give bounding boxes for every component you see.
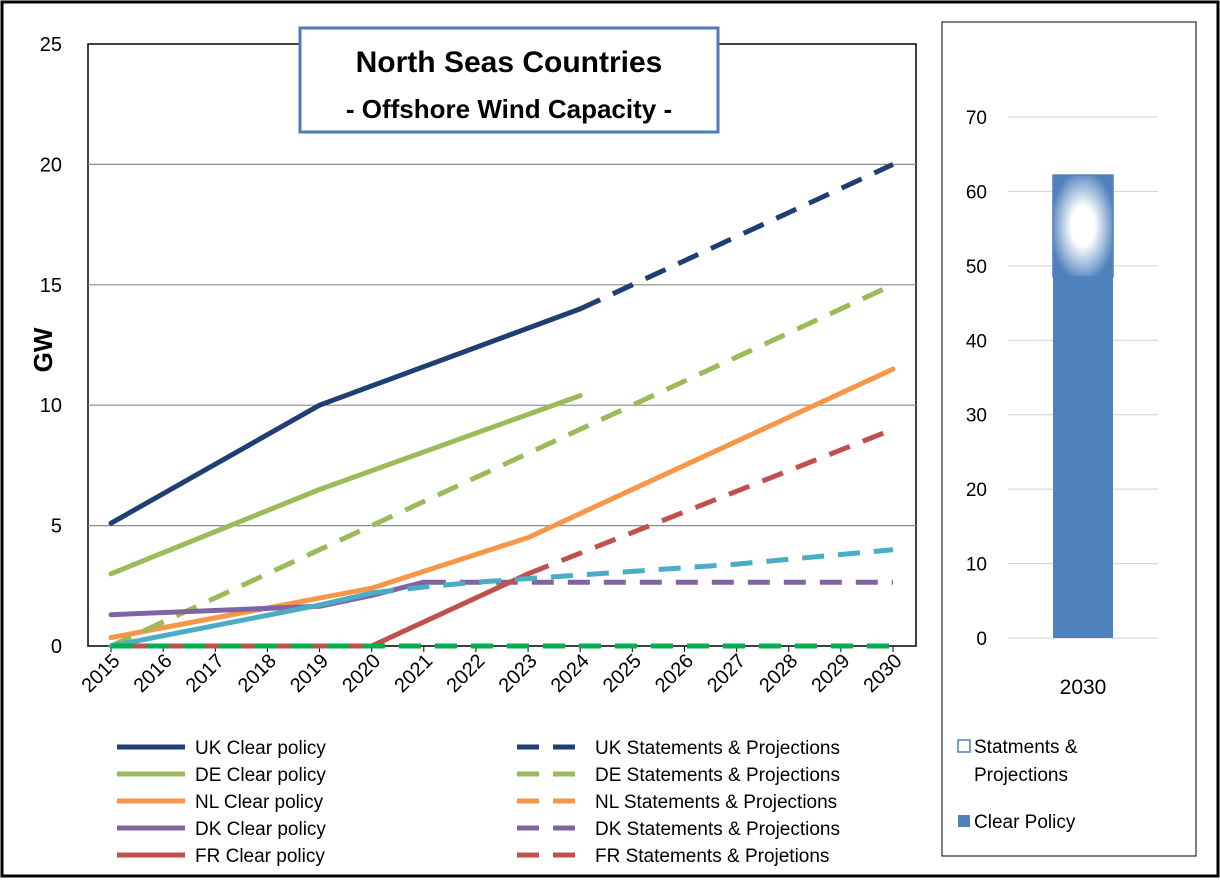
- y-tick-label: 20: [40, 154, 62, 176]
- legend-label: NL Statements & Projections: [595, 792, 837, 813]
- series-line-uk-statements-and-projections: [579, 162, 895, 312]
- legend-label: FR Statements & Projetions: [595, 846, 829, 867]
- series-line-de-clear-policy: [108, 393, 583, 577]
- legend-label: DK Statements & Projections: [595, 819, 840, 840]
- bar-legend-label-clear-policy: Clear Policy: [974, 812, 1076, 833]
- bar-y-tick-label: 40: [966, 331, 987, 352]
- series-line-fr-statements-and-projetions: [527, 426, 894, 577]
- series-line-uk-clear-policy: [108, 306, 583, 526]
- line-legend: UK Clear policy UK Statements & Projectio…: [117, 738, 840, 867]
- y-tick-label: 5: [51, 516, 62, 538]
- bar-x-tick-label: 2030: [1060, 676, 1107, 699]
- line-plot-area: [87, 43, 917, 647]
- series-line-unlabeled-10: [108, 590, 375, 649]
- bar-y-tick-label: 10: [966, 555, 987, 576]
- series-line-unlabeled-11: [371, 547, 894, 596]
- bar-y-tick-label: 0: [976, 629, 987, 650]
- y-tick-label: 15: [40, 275, 62, 297]
- line-series-group: [108, 162, 896, 649]
- y-axis-label: GW: [28, 327, 58, 372]
- legend-label: DE Statements & Projections: [595, 765, 840, 786]
- bar-y-tick-label: 60: [966, 182, 987, 203]
- bar-y-tick-label: 20: [966, 480, 987, 501]
- legend-label: FR Clear policy: [195, 846, 325, 867]
- bar-x-axis: 2030: [1060, 676, 1107, 699]
- legend-label: DE Clear policy: [195, 765, 326, 786]
- bar-series-group: [1052, 174, 1114, 638]
- chart-title: North Seas Countries: [356, 46, 663, 79]
- bar-y-tick-label: 50: [966, 257, 987, 278]
- bar-y-axis: 0 10 20 30 40 50 60 70: [966, 108, 987, 650]
- chart-subtitle: - Offshore Wind Capacity -: [346, 94, 672, 124]
- bar-clear-policy: [1053, 277, 1113, 638]
- bar-y-tick-label: 70: [966, 108, 987, 129]
- legend-label: NL Clear policy: [195, 792, 324, 813]
- bar-legend-label-statements: Statments & Projections: [974, 737, 1078, 786]
- line-y-axis: 0 5 10 15 20 25: [40, 34, 62, 658]
- legend-label: DK Clear policy: [195, 819, 326, 840]
- y-tick-label: 10: [40, 395, 62, 417]
- title-box: [298, 26, 720, 134]
- legend-swatch-clear-policy: [958, 815, 970, 827]
- series-line-nl-clear-policy: [108, 366, 896, 641]
- bar-statements-projections: [1052, 174, 1114, 278]
- y-tick-label: 0: [51, 636, 62, 658]
- legend-label: UK Statements & Projections: [595, 738, 840, 759]
- legend-swatch-statements: [957, 739, 971, 753]
- bar-legend: Statments & Projections Clear Policy: [957, 737, 1078, 833]
- legend-label: UK Clear policy: [195, 738, 326, 759]
- y-tick-label: 25: [40, 34, 62, 56]
- bar-y-tick-label: 30: [966, 406, 987, 427]
